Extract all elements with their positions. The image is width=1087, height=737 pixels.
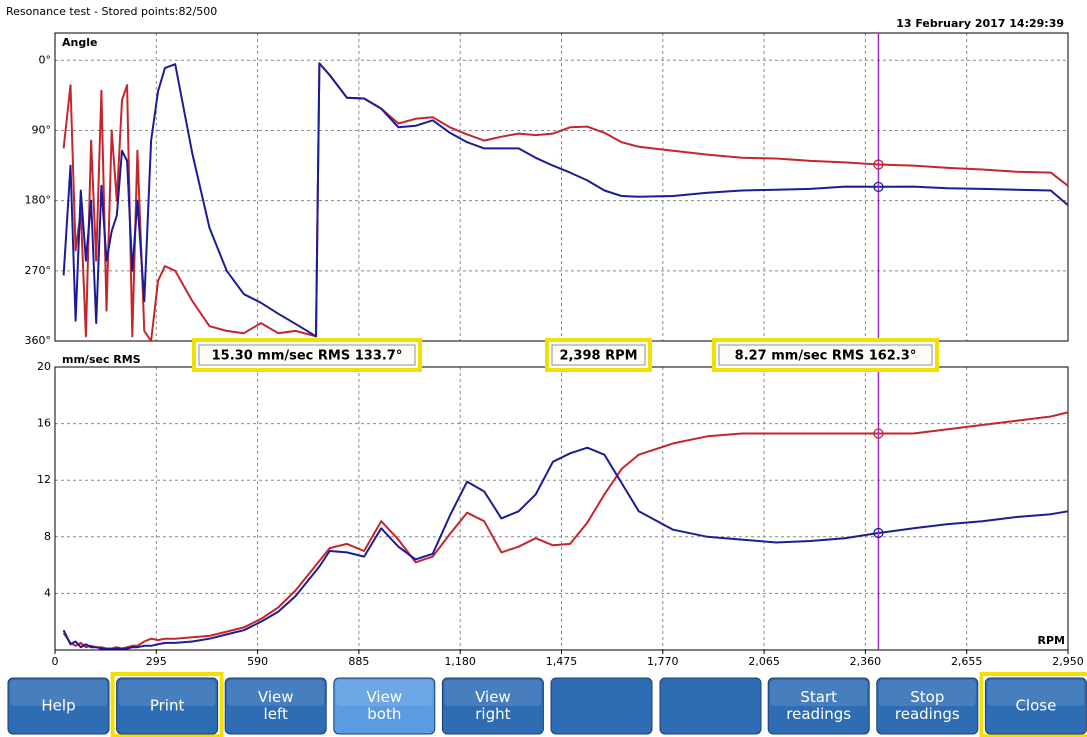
button-label: Stop [910,688,944,706]
x-tick-label: 1,770 [647,655,679,668]
button-face [7,677,110,735]
button-label: readings [786,705,851,723]
y-tick-label: 4 [44,586,51,599]
button-shine [227,680,325,706]
timestamp: 13 February 2017 14:29:39 [896,17,1064,30]
y-tick-label: 270° [25,264,52,277]
y-tick-label: 360° [25,334,52,347]
series-line [62,411,1069,650]
button-shine [878,680,976,706]
window-title: Resonance test - Stored points:82/500 [6,5,217,18]
button-shine [987,680,1085,706]
button-face [876,677,979,735]
y-tick-label: 20 [37,360,51,373]
readout-text: 15.30 mm/sec RMS 133.7° [212,349,403,364]
button-face [441,677,544,735]
button-face [224,677,327,735]
button[interactable] [659,677,762,735]
button-highlight [979,672,1087,737]
button-label: readings [895,705,960,723]
readout-text: 2,398 RPM [559,349,637,364]
y-axis-label: mm/sec RMS [62,353,141,366]
x-tick-label: 1,180 [444,655,476,668]
button[interactable] [550,677,653,735]
button-label: Print [150,697,185,715]
button-label: Close [1015,697,1056,715]
button-face [767,677,870,735]
button-face [333,677,436,735]
readout-box [551,344,646,366]
x-axis-label: RPM [1038,634,1065,647]
button-label: Start [800,688,837,706]
button[interactable]: Print [110,672,224,737]
button[interactable]: Help [7,677,110,735]
button-shine [10,680,107,706]
button[interactable]: Close [979,672,1087,737]
button-highlight [110,672,224,737]
button-face [116,677,219,735]
readout-box [718,344,933,366]
button-shine [444,680,542,706]
y-tick-label: 8 [44,530,51,543]
series-line [62,446,1069,650]
button-label: View [258,688,294,706]
y-axis-label: Angle [62,36,97,49]
x-tick-label: 2,360 [850,655,882,668]
cursor-marker [873,428,884,439]
cursor-marker [873,159,884,170]
cursor-marker [873,527,884,539]
button-shine [335,680,433,706]
button-label: View [366,688,402,706]
x-tick-label: 590 [247,655,268,668]
y-tick-label: 90° [32,123,52,136]
y-tick-label: 12 [37,473,51,486]
button-label: Help [41,697,75,715]
x-tick-label: 2,065 [748,655,780,668]
y-tick-label: 16 [37,417,51,430]
x-tick-label: 1,475 [546,655,578,668]
x-tick-label: 2,950 [1052,655,1084,668]
button-label: both [367,705,401,723]
button-shine [770,680,868,706]
x-tick-label: 295 [146,655,167,668]
cursor-marker [873,181,884,192]
x-tick-label: 885 [348,655,369,668]
button-face [984,677,1087,735]
button-label: right [475,705,510,723]
x-tick-label: 0 [52,655,59,668]
series-line [62,62,1069,338]
y-tick-label: 0° [39,53,52,66]
y-tick-label: 180° [25,194,52,207]
button-label: View [475,688,511,706]
blank-buttons [550,677,762,735]
readout-text: 8.27 mm/sec RMS 162.3° [735,349,917,364]
x-tick-label: 2,655 [951,655,983,668]
button-shine [118,680,216,706]
readout-box [198,344,416,366]
button-label: left [264,705,288,723]
